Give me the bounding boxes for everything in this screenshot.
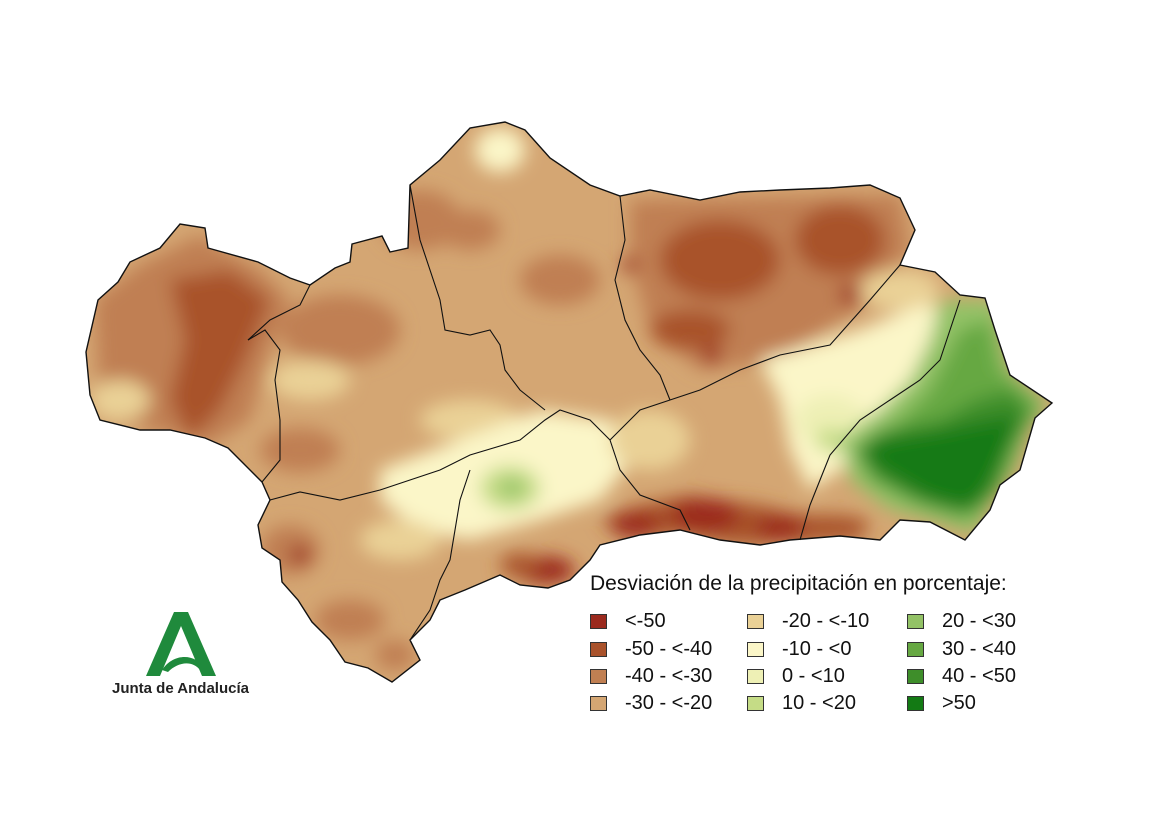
legend-swatch bbox=[590, 695, 607, 711]
legend-label: 40 - <50 bbox=[942, 664, 1016, 687]
legend-swatch bbox=[590, 613, 607, 629]
legend-label: -20 - <-10 bbox=[782, 609, 870, 632]
legend-label: 20 - <30 bbox=[942, 609, 1016, 632]
legend-item: -10 - <0 bbox=[747, 638, 851, 660]
legend-swatch bbox=[747, 695, 764, 711]
legend-item: 10 - <20 bbox=[747, 692, 856, 714]
legend-swatch bbox=[907, 668, 924, 684]
legend-label: 30 - <40 bbox=[942, 637, 1016, 660]
legend-item: -30 - <-20 bbox=[590, 692, 712, 714]
junta-logo-icon bbox=[146, 612, 216, 676]
legend-label: -40 - <-30 bbox=[625, 664, 713, 687]
legend-item: 20 - <30 bbox=[907, 610, 1016, 632]
legend-label: 0 - <10 bbox=[782, 664, 845, 687]
legend-item: 40 - <50 bbox=[907, 665, 1016, 687]
junta-de-andalucia-logo: Junta de Andalucía bbox=[112, 612, 262, 702]
legend-swatch bbox=[747, 668, 764, 684]
legend-item: -20 - <-10 bbox=[747, 610, 869, 632]
legend-title: Desviación de la precipitación en porcen… bbox=[590, 572, 1007, 595]
legend-swatch bbox=[907, 641, 924, 657]
legend-item: <-50 bbox=[590, 610, 666, 632]
legend-swatch bbox=[747, 641, 764, 657]
legend-label: >50 bbox=[942, 691, 976, 714]
legend-label: 10 - <20 bbox=[782, 691, 856, 714]
legend-label: -50 - <-40 bbox=[625, 637, 713, 660]
legend-item: 30 - <40 bbox=[907, 638, 1016, 660]
legend-label: -10 - <0 bbox=[782, 637, 852, 660]
legend-swatch bbox=[590, 641, 607, 657]
logo-text: Junta de Andalucía bbox=[112, 680, 249, 697]
legend-item: -50 - <-40 bbox=[590, 638, 712, 660]
province-boundaries bbox=[247, 184, 961, 641]
legend-item: 0 - <10 bbox=[747, 665, 845, 687]
legend-label: <-50 bbox=[625, 609, 666, 632]
legend: Desviación de la precipitación en porcen… bbox=[590, 572, 1060, 722]
legend-swatch bbox=[747, 613, 764, 629]
legend-item: >50 bbox=[907, 692, 976, 714]
legend-label: -30 - <-20 bbox=[625, 691, 713, 714]
legend-item: -40 - <-30 bbox=[590, 665, 712, 687]
legend-swatch bbox=[907, 695, 924, 711]
legend-swatch bbox=[590, 668, 607, 684]
legend-swatch bbox=[907, 613, 924, 629]
